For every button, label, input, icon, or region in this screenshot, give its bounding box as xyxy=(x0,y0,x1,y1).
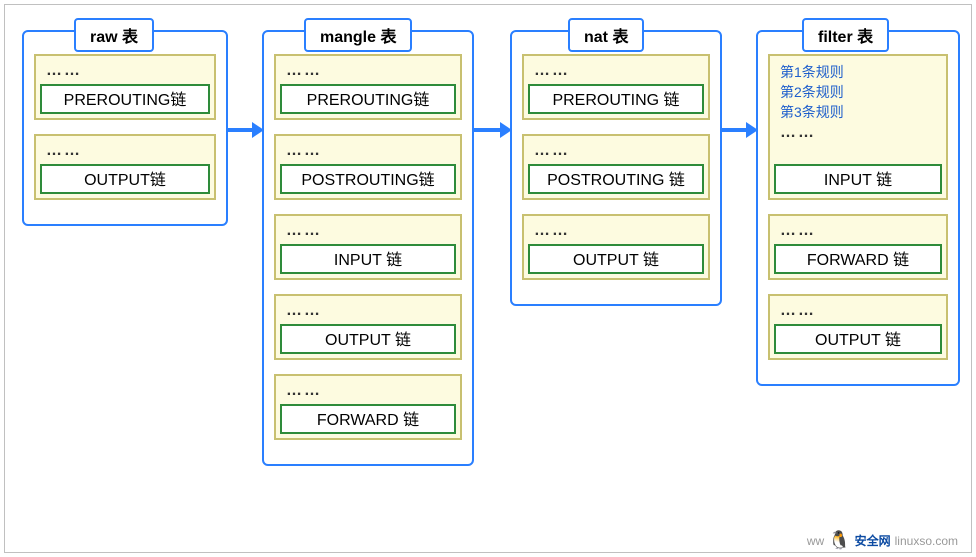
chain-ellipsis: …… xyxy=(534,222,570,240)
chain-name: OUTPUT 链 xyxy=(280,324,456,354)
chain-group: …… POSTROUTING链 xyxy=(274,134,462,200)
table-title: filter 表 xyxy=(802,18,889,52)
chain-group: …… OUTPUT 链 xyxy=(274,294,462,360)
chain-group: 第1条规则 第2条规则 第3条规则 …… INPUT 链 xyxy=(768,54,948,200)
table-title: raw 表 xyxy=(74,18,154,52)
chain-ellipsis: …… xyxy=(286,62,322,80)
chain-name: OUTPUT 链 xyxy=(528,244,704,274)
watermark-brand: 安全网 xyxy=(855,532,891,549)
chain-ellipsis: …… xyxy=(780,302,816,320)
chain-group: …… PREROUTING链 xyxy=(34,54,216,120)
chain-ellipsis: …… xyxy=(286,142,322,160)
chain-name: OUTPUT链 xyxy=(40,164,210,194)
chain-name: POSTROUTING 链 xyxy=(528,164,704,194)
chain-ellipsis: …… xyxy=(46,142,82,160)
chain-ellipsis: …… xyxy=(780,124,816,142)
chain-ellipsis: …… xyxy=(46,62,82,80)
chain-name: OUTPUT 链 xyxy=(774,324,942,354)
chain-name: FORWARD 链 xyxy=(774,244,942,274)
penguin-icon: 🐧 xyxy=(828,530,850,551)
table-mangle: mangle 表……PREROUTING链……POSTROUTING链……INP… xyxy=(262,30,474,466)
table-title: mangle 表 xyxy=(304,18,412,52)
chain-name: PREROUTING 链 xyxy=(528,84,704,114)
chain-group: …… FORWARD 链 xyxy=(274,374,462,440)
chain-ellipsis: …… xyxy=(286,302,322,320)
chain-ellipsis: …… xyxy=(534,62,570,80)
watermark-url-prefix: ww xyxy=(807,534,824,548)
chain-name: PREROUTING链 xyxy=(280,84,456,114)
watermark: ww 🐧 安全网 linuxso.com xyxy=(807,530,958,551)
chain-ellipsis: …… xyxy=(286,382,322,400)
table-filter: filter 表第1条规则 第2条规则 第3条规则……INPUT 链……FORW… xyxy=(756,30,960,386)
table-title: nat 表 xyxy=(568,18,644,52)
chain-ellipsis: …… xyxy=(780,222,816,240)
chain-group: …… PREROUTING 链 xyxy=(522,54,710,120)
table-nat: nat 表……PREROUTING 链……POSTROUTING 链……OUTP… xyxy=(510,30,722,306)
chain-name: INPUT 链 xyxy=(774,164,942,194)
table-raw: raw 表……PREROUTING链……OUTPUT链 xyxy=(22,30,228,226)
chain-name: INPUT 链 xyxy=(280,244,456,274)
chain-group: …… OUTPUT链 xyxy=(34,134,216,200)
chain-group: …… PREROUTING链 xyxy=(274,54,462,120)
chain-group: …… FORWARD 链 xyxy=(768,214,948,280)
chain-ellipsis: …… xyxy=(286,222,322,240)
chain-rules: 第1条规则 第2条规则 第3条规则 xyxy=(780,62,844,122)
chain-group: …… POSTROUTING 链 xyxy=(522,134,710,200)
chain-name: FORWARD 链 xyxy=(280,404,456,434)
chain-group: …… OUTPUT 链 xyxy=(768,294,948,360)
chain-name: PREROUTING链 xyxy=(40,84,210,114)
chain-name: POSTROUTING链 xyxy=(280,164,456,194)
chain-group: …… OUTPUT 链 xyxy=(522,214,710,280)
chain-ellipsis: …… xyxy=(534,142,570,160)
watermark-url-suffix: linuxso.com xyxy=(895,534,958,548)
chain-group: …… INPUT 链 xyxy=(274,214,462,280)
